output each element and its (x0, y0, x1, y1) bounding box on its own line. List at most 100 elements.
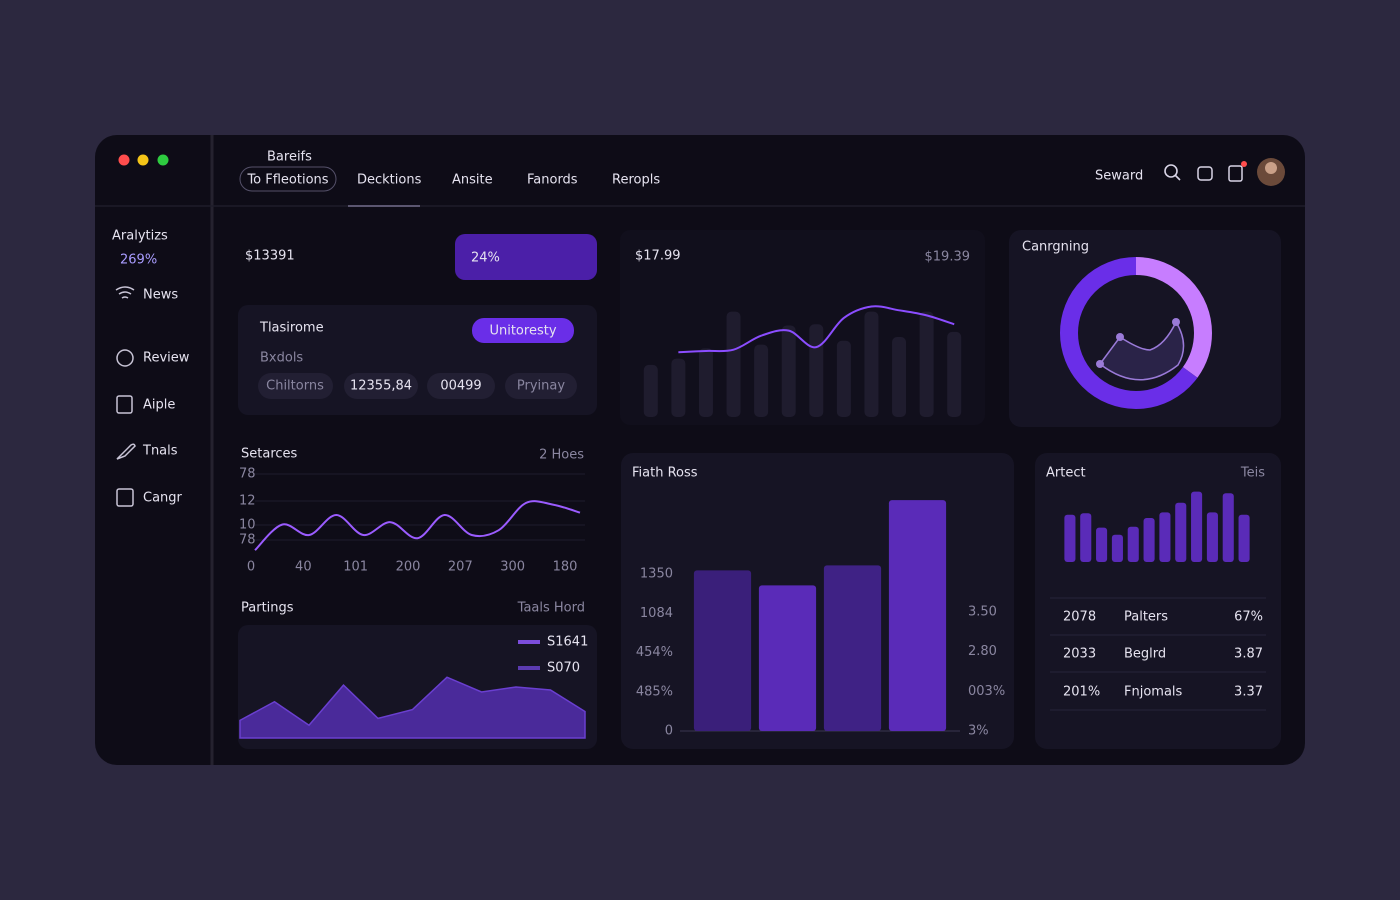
nav-pill[interactable] (239, 166, 337, 192)
x-tick-label: 40 (295, 560, 312, 575)
chart-title: Setarces (241, 447, 298, 462)
search-label[interactable]: Seward (1095, 169, 1143, 184)
nav-tab[interactable]: Ansite (452, 173, 493, 188)
nav-item[interactable]: Aiple (143, 398, 175, 413)
sidebar-value: 269% (120, 253, 157, 268)
icon (116, 488, 134, 507)
nav-tab[interactable]: Decktions (357, 173, 422, 188)
chart-subtitle: $19.39 (925, 250, 971, 265)
y2-tick-label: 2.80 (968, 644, 997, 659)
x-tick-label: 200 (396, 560, 421, 575)
bar (1143, 518, 1155, 562)
chip[interactable] (505, 373, 577, 399)
chip-label: Pryinay (517, 379, 565, 394)
table-cell: 67% (1234, 610, 1263, 625)
filter-button[interactable] (472, 318, 574, 343)
chip[interactable] (427, 373, 495, 399)
table-cell: Palters (1124, 610, 1168, 625)
kpi-badge-label: 24% (471, 251, 500, 266)
search-icon[interactable] (1164, 164, 1178, 178)
nav-tab[interactable]: Fanords (527, 173, 578, 188)
close-dot[interactable] (118, 154, 130, 166)
bar (1080, 513, 1092, 562)
table-cell: 201% (1063, 685, 1100, 700)
y-tick-label: 12 (239, 494, 256, 509)
x-tick-label: 101 (343, 560, 368, 575)
legend-label: S1641 (547, 635, 588, 650)
bar (1238, 514, 1250, 562)
x-tick-label: 300 (500, 560, 525, 575)
user-icon[interactable] (1197, 166, 1213, 181)
icon (115, 286, 135, 299)
y-tick-label: 1350 (640, 567, 673, 582)
max-dot[interactable] (157, 154, 169, 166)
bar (781, 325, 796, 417)
chart-title: Artect (1046, 466, 1086, 481)
nav-item[interactable]: Cangr (143, 491, 183, 506)
x-tick-label: 207 (448, 560, 473, 575)
bar (1222, 493, 1234, 562)
bar (671, 358, 686, 417)
bar (726, 311, 741, 417)
bar (693, 570, 752, 731)
y2-tick-label: 3.50 (968, 605, 997, 620)
chart-title: Partings (241, 601, 294, 616)
table-cell: 2078 (1063, 610, 1096, 625)
chip[interactable] (258, 373, 333, 399)
min-dot[interactable] (137, 154, 149, 166)
bar (892, 336, 907, 417)
table-cell: Fnjomals (1124, 685, 1183, 700)
donut-decoration-dot (1096, 360, 1104, 368)
chip-label: 12355,84 (350, 379, 412, 394)
icon (116, 395, 133, 414)
y-tick-label: 78 (239, 467, 256, 482)
bar (754, 344, 769, 417)
chip-label: 00499 (440, 379, 481, 394)
bar (1191, 491, 1203, 562)
line (678, 305, 955, 354)
bar (1175, 502, 1187, 562)
bar (1206, 512, 1218, 562)
bar (698, 348, 713, 417)
chart-title: $17.99 (635, 249, 681, 264)
bar (864, 311, 879, 417)
chart-subtitle: Teis (1240, 466, 1265, 481)
chart-title: Fiath Ross (632, 466, 698, 481)
filter-button-label: Unitoresty (489, 324, 556, 339)
nav-item[interactable]: Review (143, 351, 190, 366)
legend-label: S070 (547, 661, 580, 676)
donut-segment (1060, 257, 1212, 409)
bar (947, 331, 962, 417)
nav-item[interactable]: News (143, 288, 178, 303)
bar (919, 311, 934, 417)
bar (1159, 512, 1171, 562)
y-tick-label: 78 (239, 533, 256, 548)
y-tick-label: 454% (636, 645, 673, 660)
nav-item[interactable]: Tnals (142, 444, 178, 459)
notes-icon[interactable] (1228, 165, 1243, 182)
chart-subtitle: Taals Hord (517, 601, 585, 616)
nav-caption: Bareifs (267, 150, 312, 165)
bar (809, 324, 824, 417)
table-cell: 2033 (1063, 647, 1096, 662)
nav-pill-label: To Ffleotions (246, 173, 328, 188)
bar (1111, 534, 1123, 562)
donut-decoration-dot (1116, 333, 1124, 341)
table-cell: 3.37 (1234, 685, 1263, 700)
chart-subtitle: 2 Hoes (539, 448, 584, 463)
y-tick-label: 1084 (640, 606, 673, 621)
filter-title: Tlasirome (259, 321, 324, 336)
icon (116, 443, 136, 460)
nav-tab[interactable]: Reropls (612, 173, 660, 188)
chip[interactable] (344, 373, 418, 399)
bar (758, 585, 817, 731)
bar (1096, 527, 1108, 562)
avatar-face (1265, 162, 1277, 174)
x-tick-label: 0 (247, 560, 255, 575)
bar (888, 500, 947, 731)
bar-card (621, 453, 1014, 749)
table-cell: Beglrd (1124, 647, 1166, 662)
area (239, 676, 586, 739)
